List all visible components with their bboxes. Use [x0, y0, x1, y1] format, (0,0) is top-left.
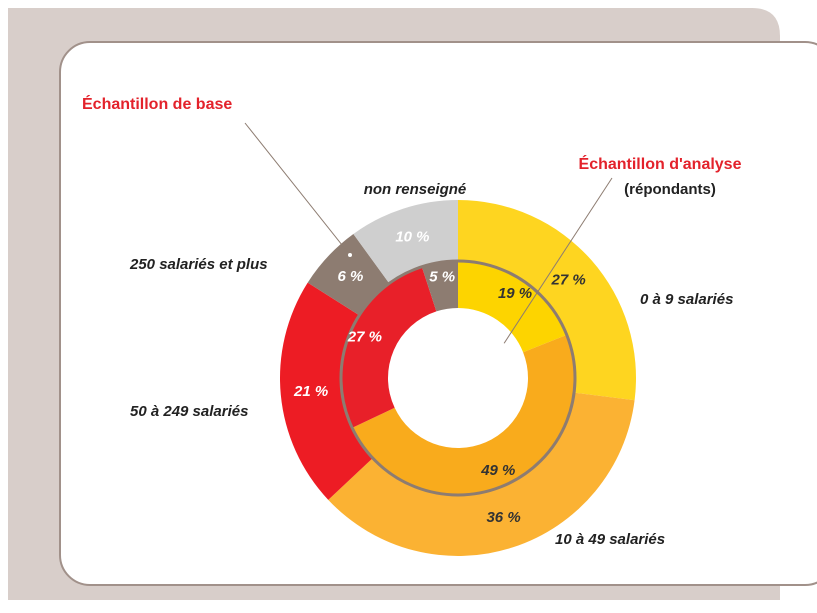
slice — [421, 261, 458, 312]
value-label: 36 % — [486, 509, 520, 526]
category-label: non renseigné — [364, 181, 467, 198]
value-label: 5 % — [429, 269, 455, 286]
slice — [307, 233, 390, 316]
category-label: 0 à 9 salariés — [640, 291, 733, 308]
value-label: 19 % — [498, 285, 532, 302]
value-label: 10 % — [395, 229, 429, 246]
pointer — [244, 122, 351, 256]
value-label: 6 % — [338, 268, 364, 285]
slice — [458, 261, 567, 353]
slice — [352, 334, 576, 496]
pointer-dot — [501, 343, 505, 347]
series-label: Échantillon d'analyse — [579, 154, 742, 173]
value-label: 21 % — [293, 383, 328, 400]
value-label: 27 % — [347, 329, 382, 346]
pointer — [502, 177, 613, 346]
series-label: Échantillon de base — [82, 94, 232, 113]
category-label: 50 à 249 salariés — [130, 403, 248, 420]
inner-ring-outline — [339, 259, 577, 497]
pointer-dot — [348, 253, 352, 257]
category-label: 10 à 49 salariés — [555, 531, 665, 548]
annotation: (répondants) — [624, 181, 716, 198]
value-label: 27 % — [551, 271, 586, 288]
slice — [341, 266, 437, 428]
category-label: 250 salariés et plus — [129, 256, 268, 273]
slice — [328, 392, 635, 556]
panel — [59, 41, 817, 586]
value-label: 49 % — [480, 462, 515, 479]
slice — [280, 282, 373, 500]
